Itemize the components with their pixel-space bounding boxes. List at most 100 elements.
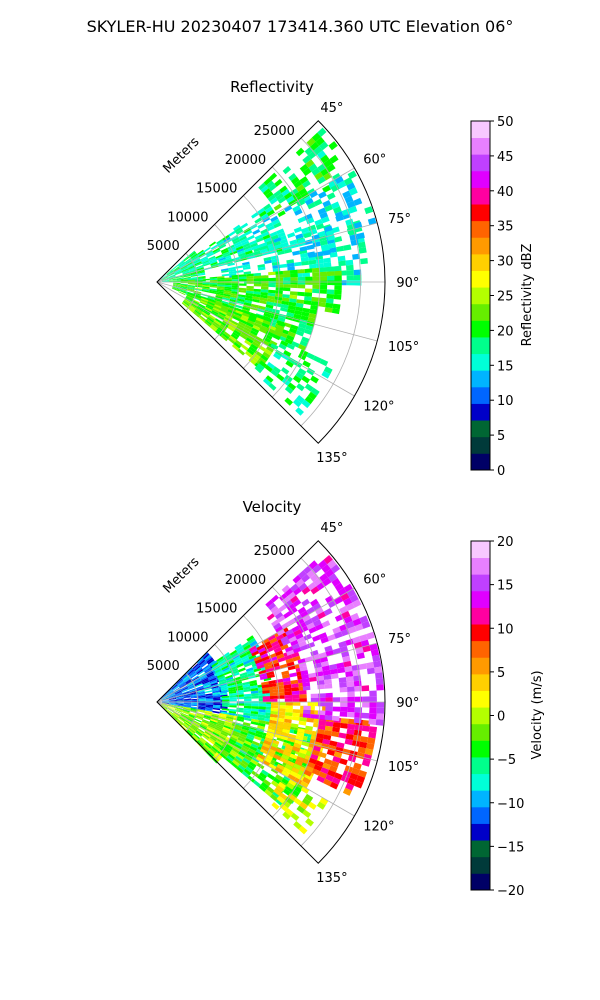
data-cell [209, 279, 218, 282]
data-cell [278, 604, 287, 612]
colorbar-swatch [471, 420, 490, 438]
sector-outline [156, 540, 386, 864]
data-cell [230, 296, 238, 301]
data-cell [183, 256, 191, 262]
data-cell [187, 669, 195, 675]
data-cell [174, 689, 182, 694]
data-cell [187, 729, 194, 736]
data-cell [199, 301, 207, 306]
data-cell [193, 259, 201, 264]
data-cell [300, 256, 309, 262]
data-cell [186, 296, 193, 301]
data-cell [366, 742, 375, 750]
data-cell [289, 291, 298, 296]
data-cell [325, 702, 333, 707]
data-cell [222, 297, 230, 301]
colorbar-swatch [471, 220, 490, 238]
data-cell [231, 747, 240, 754]
data-cell [277, 321, 286, 328]
data-cell [176, 276, 184, 279]
data-cell [202, 719, 210, 723]
data-cell [287, 266, 295, 271]
data-cell [186, 730, 193, 737]
data-cell [340, 718, 349, 724]
data-cell [179, 287, 188, 290]
data-cell [305, 276, 313, 281]
data-cell [254, 658, 263, 665]
data-cell [216, 315, 225, 321]
data-cell [279, 757, 288, 764]
data-cell [248, 317, 256, 323]
data-cell [284, 694, 293, 699]
data-cell [277, 316, 286, 323]
data-cell [305, 198, 314, 206]
data-cell [245, 337, 254, 344]
data-cell [226, 678, 234, 683]
data-cell [161, 696, 168, 700]
data-cell [229, 697, 237, 700]
colorbar-tick-label: −5 [497, 753, 516, 768]
data-cell [196, 730, 203, 736]
data-cell [300, 227, 310, 234]
data-cell [160, 694, 167, 699]
data-cell [304, 268, 313, 273]
data-cell [262, 742, 271, 749]
data-cell [238, 667, 246, 673]
data-cell [281, 188, 290, 197]
data-cell [161, 700, 170, 702]
data-cell [270, 640, 279, 647]
data-cell [190, 276, 199, 279]
data-cell [188, 686, 196, 690]
data-cell [307, 224, 317, 232]
data-cell [329, 663, 338, 670]
data-cell [275, 625, 284, 633]
data-cell [285, 808, 294, 817]
data-cell [187, 278, 196, 281]
data-cell [180, 265, 188, 270]
data-cell [258, 669, 267, 675]
data-cell [222, 667, 230, 672]
data-cell [178, 717, 186, 722]
data-cell [247, 334, 255, 342]
data-cell [293, 821, 302, 830]
data-cell [289, 239, 298, 245]
data-cell [176, 678, 183, 684]
data-cell [260, 228, 269, 235]
data-cell [174, 269, 181, 274]
data-cell [187, 289, 195, 292]
data-cell [199, 660, 207, 667]
data-cell [268, 722, 277, 728]
data-cell [180, 279, 188, 281]
data-cell [296, 383, 305, 392]
colorbar-swatch [471, 856, 490, 874]
data-cell [322, 185, 331, 193]
data-cell [331, 308, 340, 315]
data-cell [204, 742, 212, 749]
data-cell [160, 704, 167, 710]
data-cell [226, 716, 234, 720]
data-cell [302, 681, 311, 687]
data-cell [192, 311, 200, 318]
data-cell [343, 177, 353, 186]
data-cell [231, 344, 240, 351]
data-cell [224, 745, 232, 752]
data-cell [333, 772, 343, 780]
data-cell [285, 702, 293, 706]
colorbar-swatch [471, 640, 490, 658]
data-cell [228, 302, 237, 307]
data-cell [236, 300, 245, 305]
data-cell [242, 264, 251, 268]
data-cell [356, 775, 366, 784]
data-cell [188, 265, 196, 270]
data-cell [231, 285, 240, 288]
data-cell [331, 715, 340, 722]
data-cell [251, 693, 259, 697]
data-cell [292, 694, 300, 699]
data-cell [280, 635, 289, 643]
data-cell [213, 730, 221, 736]
data-cell [352, 599, 362, 608]
data-cell [181, 711, 189, 715]
data-cell [347, 718, 356, 725]
data-cell [314, 171, 324, 181]
data-cell [271, 739, 280, 745]
